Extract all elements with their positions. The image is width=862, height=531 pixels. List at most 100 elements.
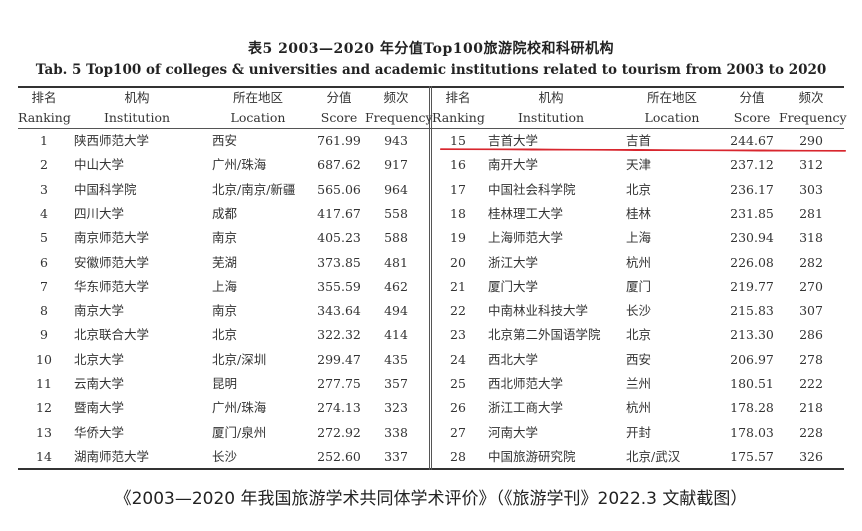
- cell-rank: 1: [40, 133, 48, 148]
- cell-score: 272.92: [317, 424, 361, 440]
- header-location-en: Location: [644, 110, 700, 125]
- cell-frequency: 318: [799, 230, 823, 246]
- cell-location: 桂林: [626, 205, 652, 221]
- cell-institution: 中国科学院: [74, 181, 137, 197]
- cell-frequency: 357: [384, 376, 408, 391]
- cell-rank: 10: [36, 351, 52, 367]
- cell-score: 226.08: [730, 254, 774, 270]
- cell-rank: 19: [450, 230, 466, 246]
- header-location-cn: 所在地区: [646, 90, 697, 105]
- cell-frequency: 558: [384, 205, 408, 221]
- cell-institution: 安徽师范大学: [74, 254, 150, 270]
- cell-rank: 4: [40, 205, 48, 221]
- cell-institution: 陕西师范大学: [74, 133, 150, 148]
- cell-location: 芜湖: [212, 254, 238, 270]
- cell-location: 兰州: [626, 376, 652, 391]
- cell-location: 吉首: [626, 133, 652, 148]
- cell-location: 长沙: [626, 303, 652, 319]
- cell-rank: 24: [450, 351, 466, 367]
- cell-location: 北京/深圳: [212, 351, 267, 367]
- table-center-divider: [429, 86, 432, 470]
- cell-frequency: 326: [799, 448, 823, 464]
- cell-score: 206.97: [730, 351, 774, 367]
- cell-institution: 中山大学: [74, 157, 125, 173]
- cell-location: 南京: [212, 230, 238, 246]
- cell-score: 237.12: [730, 157, 774, 173]
- header-score: 分值 Score: [312, 88, 366, 128]
- cell-frequency: 303: [799, 181, 823, 197]
- cell-frequency: 270: [799, 278, 823, 294]
- cell-frequency: 307: [799, 303, 823, 319]
- cell-score: 230.94: [730, 230, 774, 246]
- cell-score: 355.59: [317, 278, 361, 294]
- header-location-cn: 所在地区: [232, 90, 283, 105]
- cell-rank: 25: [450, 376, 466, 391]
- cell-location: 北京: [212, 327, 238, 343]
- cell-rank: 23: [450, 327, 466, 343]
- cell-location: 上海: [212, 278, 238, 294]
- header-location-en: Location: [230, 110, 286, 125]
- cell-location: 厦门: [626, 278, 652, 294]
- cell-rank: 15: [450, 133, 466, 148]
- cell-frequency: 228: [799, 424, 823, 440]
- cell-location: 南京: [212, 303, 238, 319]
- cell-rank: 3: [40, 181, 48, 197]
- cell-rank: 13: [36, 424, 52, 440]
- cell-frequency: 281: [799, 205, 823, 221]
- cell-score: 405.23: [317, 230, 361, 246]
- header-frequency: 频次 Frequency: [365, 88, 433, 128]
- cell-rank: 6: [40, 254, 48, 270]
- cell-score: 219.77: [730, 278, 774, 294]
- header-institution-en: Institution: [517, 110, 585, 125]
- cell-score: 252.60: [317, 448, 361, 464]
- cell-rank: 27: [450, 424, 466, 440]
- cell-frequency: 312: [799, 157, 823, 173]
- cell-frequency: 222: [799, 376, 823, 391]
- cell-frequency: 481: [384, 254, 408, 270]
- cell-frequency: 323: [384, 400, 408, 416]
- table-title-chinese: 表5 2003—2020 年分值Top100旅游院校和科研机构: [247, 41, 615, 57]
- header-score-cn: 分值: [739, 90, 765, 105]
- header-ranking-cn: 排名: [445, 90, 471, 105]
- cell-score: 417.67: [317, 205, 361, 221]
- cell-location: 北京: [626, 327, 652, 343]
- cell-score: 236.17: [730, 181, 774, 197]
- cell-score: 299.47: [317, 351, 361, 367]
- cell-location: 开封: [626, 424, 652, 440]
- cell-frequency: 338: [384, 424, 408, 440]
- header-score: 分值 Score: [723, 88, 781, 128]
- header-ranking-en: Ranking: [18, 110, 71, 125]
- cell-location: 厦门/泉州: [212, 424, 267, 440]
- header-frequency-cn: 频次: [383, 90, 409, 105]
- cell-score: 274.13: [317, 400, 361, 416]
- header-institution-en: Institution: [103, 110, 171, 125]
- cell-institution: 河南大学: [488, 424, 539, 440]
- cell-frequency: 414: [384, 327, 408, 343]
- cell-institution: 上海师范大学: [488, 230, 564, 246]
- cell-rank: 28: [450, 448, 466, 464]
- cell-rank: 12: [36, 400, 52, 416]
- cell-rank: 11: [36, 376, 52, 391]
- cell-location: 天津: [626, 157, 652, 173]
- cell-score: 343.64: [317, 303, 361, 319]
- cell-rank: 17: [450, 181, 466, 197]
- cell-rank: 7: [40, 278, 48, 294]
- cell-rank: 26: [450, 400, 466, 416]
- cell-rank: 5: [40, 230, 48, 246]
- cell-location: 北京: [626, 181, 652, 197]
- cell-institution: 华侨大学: [74, 424, 125, 440]
- header-institution: 机构 Institution: [72, 88, 202, 128]
- cell-location: 昆明: [212, 376, 238, 391]
- cell-frequency: 218: [799, 400, 823, 416]
- header-score-cn: 分值: [326, 90, 352, 105]
- header-frequency: 频次 Frequency: [779, 88, 847, 128]
- cell-score: 322.32: [317, 327, 361, 343]
- table-title-english: Tab. 5 Top100 of colleges & universities…: [35, 62, 827, 78]
- cell-institution: 南京大学: [74, 303, 125, 319]
- cell-score: 213.30: [730, 327, 774, 343]
- cell-location: 杭州: [626, 254, 652, 270]
- cell-rank: 21: [450, 278, 466, 294]
- cell-score: 373.85: [317, 254, 361, 270]
- cell-frequency: 462: [384, 278, 408, 294]
- cell-score: 244.67: [730, 133, 774, 148]
